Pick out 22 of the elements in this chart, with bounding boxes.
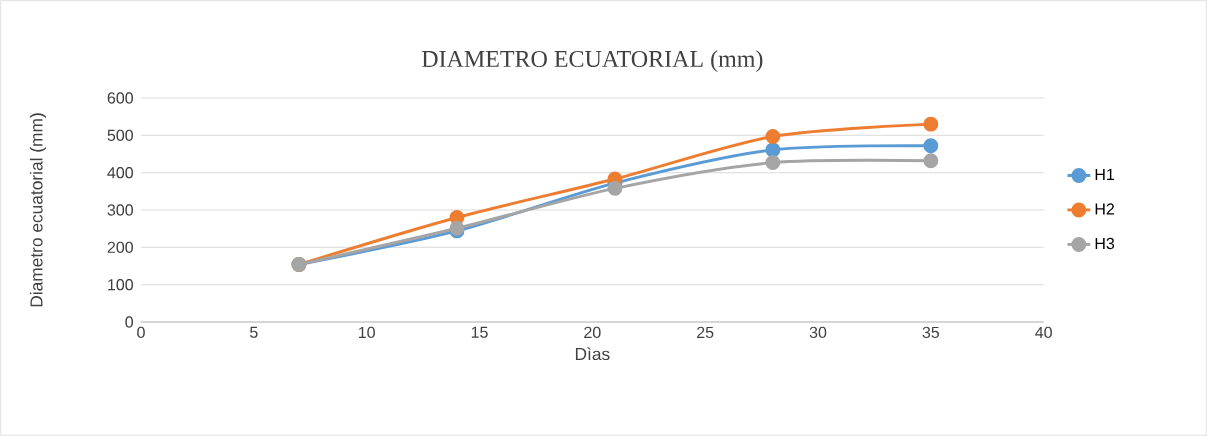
legend-label: H1 — [1095, 169, 1115, 180]
x-tick-label: 40 — [1035, 326, 1052, 339]
x-tick-label: 0 — [137, 326, 145, 339]
y-tick-label: 100 — [108, 279, 133, 291]
x-axis-title: Dìas — [575, 347, 610, 361]
legend-label: H2 — [1095, 203, 1114, 215]
x-tick-label: 30 — [809, 326, 827, 339]
x-tick-label: 15 — [471, 326, 488, 338]
x-tick-label: 20 — [584, 326, 601, 339]
chart-title: DIAMETRO ECUATORIAL (mm) — [421, 50, 763, 72]
x-tick-label: 10 — [358, 326, 375, 339]
y-tick-label: 200 — [107, 241, 133, 253]
x-tick-label: 5 — [250, 326, 258, 338]
y-tick-label: 600 — [107, 92, 133, 104]
y-tick-label: 500 — [107, 129, 133, 141]
y-axis-title: Diametro ecuatorial (mm) — [29, 113, 47, 307]
x-tick-label: 25 — [697, 326, 714, 339]
x-tick-label: 35 — [922, 326, 940, 339]
y-tick-label: 400 — [107, 167, 133, 179]
legend-label: H3 — [1095, 237, 1115, 250]
y-tick-label: 0 — [125, 316, 134, 328]
y-tick-label: 300 — [107, 204, 133, 216]
